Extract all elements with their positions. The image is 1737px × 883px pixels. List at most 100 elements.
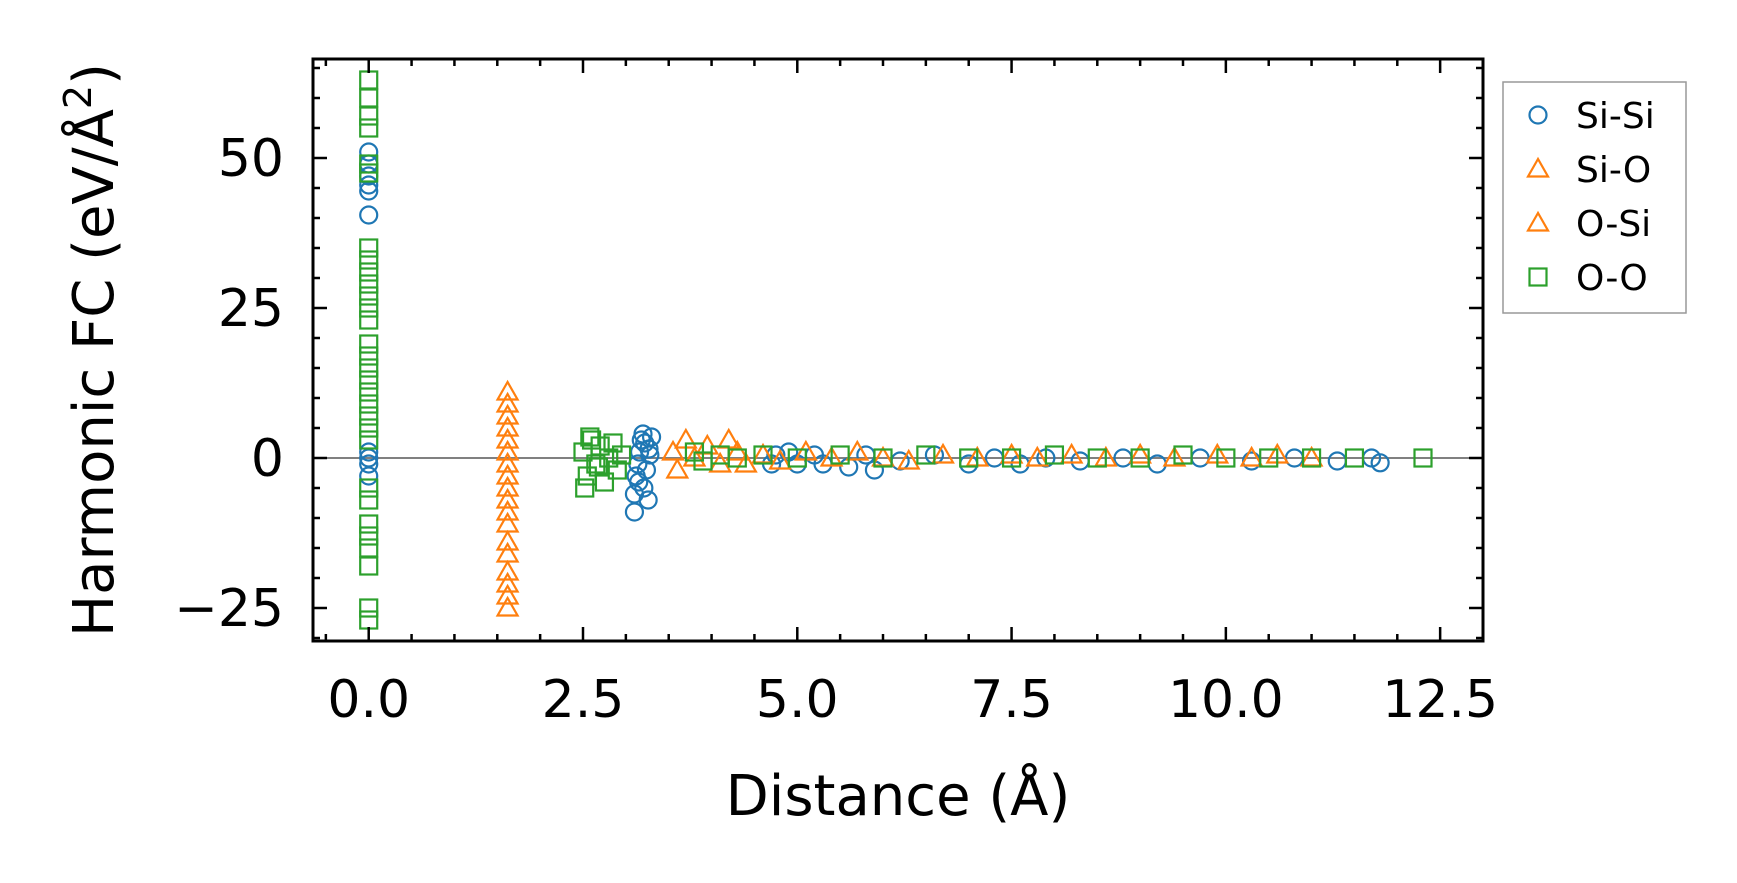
data-point <box>359 238 379 258</box>
data-point <box>580 427 600 447</box>
data-point <box>495 403 520 425</box>
x-tick-label: 12.5 <box>1382 670 1498 730</box>
data-point <box>1044 445 1065 465</box>
data-point <box>495 451 520 473</box>
data-point <box>495 529 520 551</box>
data-point <box>359 406 379 426</box>
legend-frame <box>1502 81 1687 314</box>
data-point <box>359 478 379 498</box>
data-point <box>1087 448 1107 468</box>
data-point <box>1130 448 1150 468</box>
data-point <box>359 454 379 474</box>
data-point <box>359 346 379 366</box>
legend-marker <box>1528 105 1548 125</box>
data-point <box>641 427 662 447</box>
data-point <box>727 448 747 468</box>
legend-label: O-Si <box>1576 204 1651 245</box>
legend-label: O-O <box>1576 258 1648 299</box>
data-point <box>495 415 520 437</box>
data-point <box>359 262 379 282</box>
data-point <box>607 460 627 480</box>
data-point <box>999 442 1024 464</box>
data-point <box>639 439 659 459</box>
data-point <box>725 439 750 461</box>
data-point <box>665 457 690 479</box>
data-point <box>359 418 379 438</box>
data-point <box>359 394 379 414</box>
data-point <box>359 286 379 306</box>
data-point <box>495 583 520 605</box>
data-point <box>634 478 654 498</box>
data-point <box>359 466 379 486</box>
data-point <box>1173 445 1193 465</box>
data-point <box>359 118 379 138</box>
data-point <box>495 487 520 509</box>
data-point <box>830 445 850 465</box>
legend-marker <box>1528 267 1548 287</box>
plot-frame <box>311 57 1485 643</box>
legend-item: Si-O <box>1526 150 1651 191</box>
data-point <box>661 439 685 461</box>
data-point <box>733 451 758 473</box>
data-point <box>959 448 979 468</box>
y-axis-label-tail: ) <box>62 63 127 85</box>
y-tick-label: 25 <box>218 279 284 339</box>
data-point <box>1301 448 1322 468</box>
data-point <box>1025 445 1050 467</box>
data-point <box>1370 453 1390 473</box>
data-point <box>359 250 379 270</box>
series-si-o-o-si <box>495 379 1324 617</box>
data-point <box>819 445 844 467</box>
data-point <box>495 475 520 497</box>
data-point <box>359 598 379 618</box>
x-tick-label: 2.5 <box>542 670 625 730</box>
x-axis-label: Distance (Å) <box>726 763 1071 829</box>
data-point <box>640 445 660 465</box>
y-axis-label-superscript: 2 <box>56 85 100 109</box>
legend-label: Si-O <box>1576 150 1651 191</box>
data-point <box>359 334 379 354</box>
y-axis-label-main: Harmonic FC (eV/Å <box>61 109 127 637</box>
data-point <box>588 457 609 477</box>
y-tick-label: 50 <box>218 129 284 189</box>
legend-marker <box>1526 156 1550 178</box>
data-point <box>635 433 655 453</box>
data-point <box>359 430 379 450</box>
data-point <box>931 442 955 464</box>
data-point <box>916 445 936 465</box>
legend-item: Si-Si <box>1528 96 1655 137</box>
data-point <box>629 472 649 492</box>
data-point <box>1162 445 1187 467</box>
data-point <box>638 490 658 510</box>
data-point <box>359 490 379 510</box>
data-point <box>594 472 615 492</box>
data-point <box>359 358 379 378</box>
legend-item: O-O <box>1528 258 1648 299</box>
data-point <box>1413 448 1433 468</box>
legend-marker <box>1526 210 1550 232</box>
data-point <box>495 595 520 617</box>
data-point <box>1259 448 1279 468</box>
data-point <box>359 526 379 546</box>
data-point <box>359 370 379 390</box>
x-tick-label: 5.0 <box>756 670 839 730</box>
data-point <box>873 448 893 468</box>
data-point <box>495 391 520 413</box>
data-point <box>359 175 379 195</box>
series-o-o <box>359 70 1433 630</box>
data-point <box>359 205 379 225</box>
y-tick-label: 0 <box>251 429 284 489</box>
data-point <box>495 499 520 521</box>
data-point <box>359 106 379 126</box>
data-point <box>359 142 379 162</box>
data-point <box>359 298 379 318</box>
data-point <box>359 274 379 294</box>
x-tick-label: 0.0 <box>327 670 410 730</box>
data-point <box>495 559 520 581</box>
y-tick-label: −25 <box>174 579 284 639</box>
data-point <box>787 448 807 468</box>
data-point <box>495 439 520 461</box>
data-point <box>1001 448 1022 468</box>
data-point <box>1216 448 1236 468</box>
